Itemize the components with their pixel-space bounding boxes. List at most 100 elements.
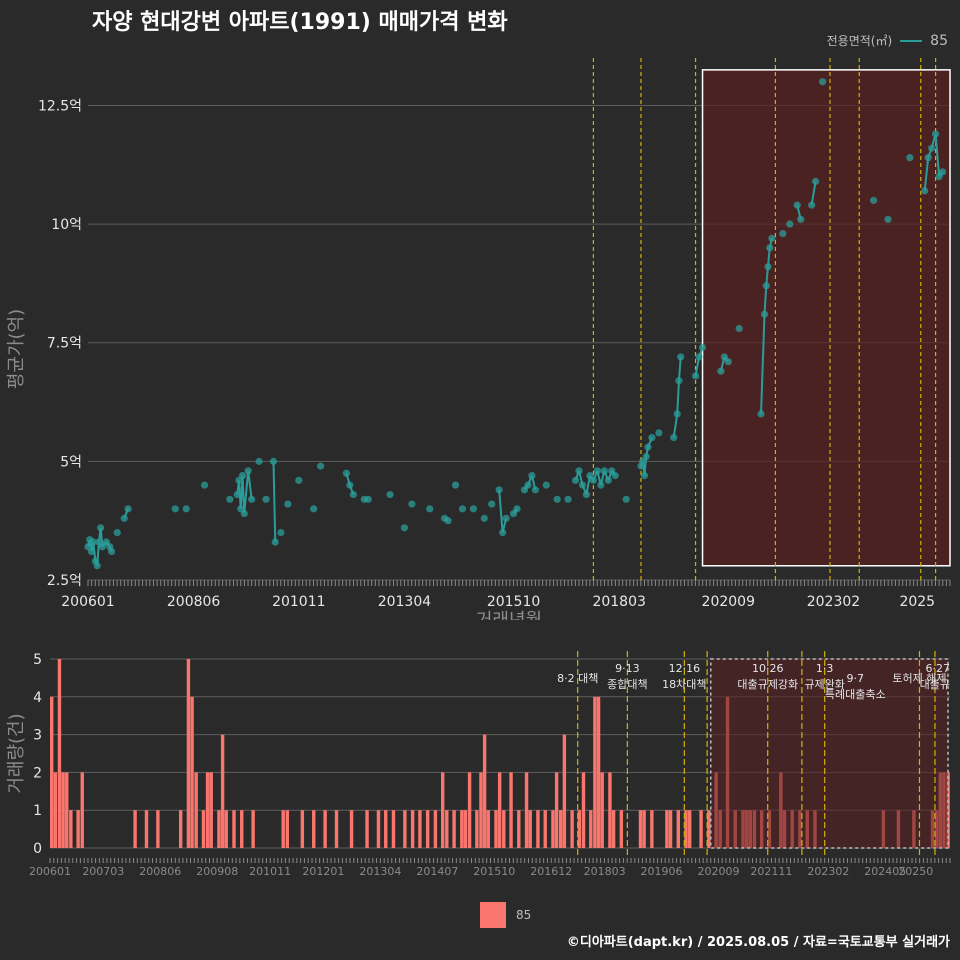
volume-bar (497, 772, 502, 848)
volume-bar (433, 810, 438, 848)
volume-bar (69, 810, 73, 848)
price-point (600, 467, 608, 475)
policy-annotation: 대출규 (920, 678, 950, 691)
price-point (593, 467, 601, 475)
highlight-box (701, 69, 951, 567)
volume-bar (554, 772, 559, 848)
price-point (386, 490, 394, 499)
volume-bar (589, 810, 593, 848)
price-point (648, 434, 656, 442)
volume-bar (611, 810, 616, 848)
volume-bar (57, 659, 62, 848)
policy-annotation: 대출규제강화 (737, 678, 798, 691)
price-point (906, 154, 914, 162)
price-point (597, 481, 605, 489)
volume-bar (217, 810, 221, 848)
volume-bar (596, 696, 601, 848)
price-point (171, 505, 179, 513)
policy-annotation: 특례대출축소 (825, 688, 886, 701)
price-point (107, 547, 116, 556)
price-point (269, 457, 278, 465)
price-point (582, 490, 591, 499)
volume-bar (452, 810, 456, 848)
volume-bar (581, 772, 586, 848)
volume-bar (494, 810, 498, 848)
policy-annotation: 9·13 (615, 662, 640, 675)
volume-bar (365, 810, 369, 848)
volume-bar (593, 696, 597, 848)
x-tick-label: 201011 (272, 594, 325, 610)
legend-value: 85 (930, 32, 948, 49)
volume-bar (323, 810, 327, 848)
x-tick-label: 201407 (416, 865, 458, 878)
x-tick-label: 201304 (378, 594, 432, 610)
y-tick-label: 1 (33, 803, 42, 819)
volume-bar (642, 810, 646, 848)
policy-annotation: 10·26 (752, 662, 784, 675)
y-tick-label: 2 (33, 765, 42, 781)
price-point (928, 144, 936, 152)
price-point (764, 263, 772, 271)
volume-bar (650, 810, 654, 848)
price-line-segment (243, 470, 250, 514)
x-tick-label: 201304 (359, 865, 401, 878)
price-point (611, 472, 619, 480)
price-point (182, 505, 190, 513)
x-axis-title: 거래년월 (476, 610, 542, 620)
volume-bar (384, 810, 388, 848)
price-point (720, 353, 728, 361)
volume-bar (224, 810, 228, 848)
y-tick-label: 4 (33, 690, 42, 706)
x-tick-label: 201510 (487, 594, 540, 610)
volume-bar (486, 810, 490, 848)
volume-bar (232, 810, 236, 848)
price-point (571, 476, 580, 484)
price-point (262, 495, 270, 503)
y-axis-title: 거래량(건) (6, 713, 27, 793)
volume-bar (205, 772, 210, 848)
price-point (698, 343, 707, 352)
volume-bar (178, 810, 183, 848)
price-point (797, 215, 805, 223)
volume-bar (559, 810, 563, 848)
y-tick-label: 12.5억 (38, 98, 82, 114)
volume-bar (285, 810, 290, 848)
volume-bar (190, 696, 194, 848)
x-tick-label: 200806 (139, 865, 181, 878)
price-point (342, 469, 350, 477)
policy-annotation: 18차대책 (662, 678, 706, 691)
x-tick-label: 201011 (249, 865, 291, 878)
price-line-segment (272, 461, 277, 543)
price-point (818, 78, 827, 86)
price-point (271, 538, 279, 546)
x-tick-label: 200703 (82, 865, 124, 878)
price-point (408, 500, 416, 508)
price-point (124, 505, 132, 513)
volume-bar (707, 810, 711, 848)
policy-annotation: 규제완화 (804, 678, 844, 691)
price-point (93, 562, 101, 570)
volume-bar (334, 810, 339, 848)
price-point (97, 524, 105, 532)
volume-bar (460, 810, 464, 848)
policy-annotation: 12·16 (669, 662, 701, 675)
price-point (757, 410, 765, 418)
price-point (346, 481, 354, 489)
source-caption: ©디아파트(dapt.kr) / 2025.08.05 / 자료=국토교통부 실… (566, 935, 950, 950)
volume-bar (445, 810, 449, 848)
price-point (786, 220, 794, 228)
volume-bar (312, 810, 316, 848)
volume-bar (570, 810, 574, 848)
x-tick-label: 201201 (302, 865, 344, 878)
x-tick-label: 201612 (530, 865, 572, 878)
price-line-segment (934, 133, 941, 177)
price-point (200, 481, 209, 489)
price-line-segment (247, 470, 253, 500)
volume-bar (61, 772, 65, 848)
price-point (578, 481, 587, 489)
volume-bar (684, 810, 688, 848)
legend-title: 전용면적(㎡) (826, 34, 893, 48)
y-tick-label: 0 (33, 841, 42, 857)
price-point (244, 467, 252, 475)
price-point (870, 196, 878, 204)
